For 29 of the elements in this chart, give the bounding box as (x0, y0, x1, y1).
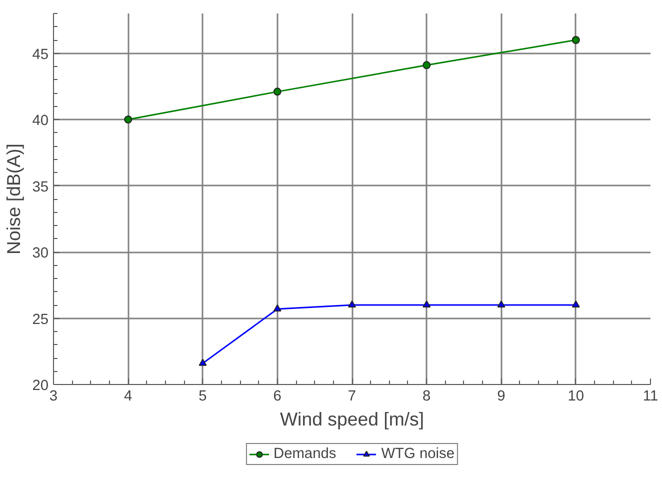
x-tick-label: 10 (568, 388, 584, 404)
point (198, 358, 207, 366)
point (422, 61, 431, 70)
y-tick-label: 35 (32, 179, 49, 196)
y-tick-label: 40 (32, 113, 49, 129)
x-tick-label: 11 (642, 388, 658, 404)
y-tick-label: 20 (32, 378, 49, 394)
x-tick-label: 8 (422, 388, 431, 404)
legend-label: WTG noise (381, 446, 455, 462)
y-tick-label: 30 (32, 246, 49, 262)
y-tick-label: 25 (32, 312, 49, 328)
point (124, 116, 132, 124)
point (497, 300, 506, 308)
x-tick-label: 3 (49, 388, 58, 404)
x-tick-label: 4 (124, 388, 132, 404)
point (273, 88, 282, 96)
x-tick-label: 5 (198, 388, 207, 404)
x-tick-label: 9 (497, 388, 506, 404)
point (422, 300, 431, 308)
x-tick-label: 6 (273, 388, 282, 404)
y-tick-label: 45 (32, 46, 49, 63)
point (273, 304, 282, 312)
legend-label: Demands (273, 446, 336, 462)
point (572, 300, 580, 308)
x-tick-label: 7 (348, 388, 356, 404)
y-axis-title: Noise [dB(A)] (3, 144, 24, 254)
x-axis-title: Wind speed [m/s] (280, 408, 424, 430)
point (348, 300, 356, 308)
point (572, 36, 580, 44)
